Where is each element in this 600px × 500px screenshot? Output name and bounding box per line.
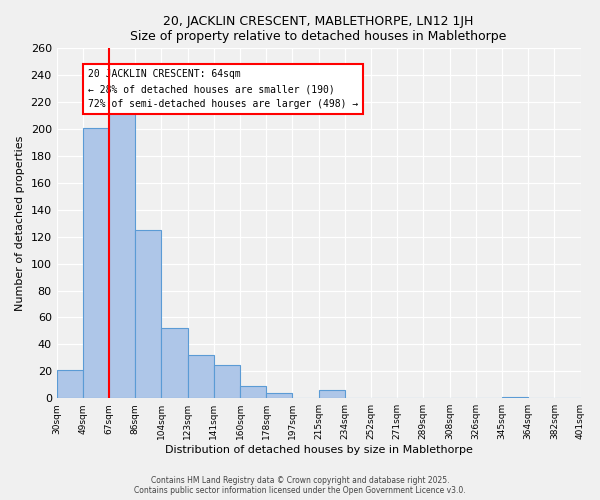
Bar — [266, 393, 292, 398]
Bar — [502, 397, 528, 398]
Bar — [56, 370, 83, 398]
Bar — [319, 390, 345, 398]
X-axis label: Distribution of detached houses by size in Mablethorpe: Distribution of detached houses by size … — [164, 445, 473, 455]
Bar — [188, 355, 214, 398]
Bar — [161, 328, 188, 398]
Title: 20, JACKLIN CRESCENT, MABLETHORPE, LN12 1JH
Size of property relative to detache: 20, JACKLIN CRESCENT, MABLETHORPE, LN12 … — [130, 15, 507, 43]
Bar — [214, 364, 240, 398]
Text: 20 JACKLIN CRESCENT: 64sqm
← 28% of detached houses are smaller (190)
72% of sem: 20 JACKLIN CRESCENT: 64sqm ← 28% of deta… — [88, 70, 358, 109]
Bar — [109, 110, 135, 398]
Bar — [83, 128, 109, 398]
Bar — [135, 230, 161, 398]
Text: Contains HM Land Registry data © Crown copyright and database right 2025.
Contai: Contains HM Land Registry data © Crown c… — [134, 476, 466, 495]
Y-axis label: Number of detached properties: Number of detached properties — [15, 136, 25, 311]
Bar — [240, 386, 266, 398]
